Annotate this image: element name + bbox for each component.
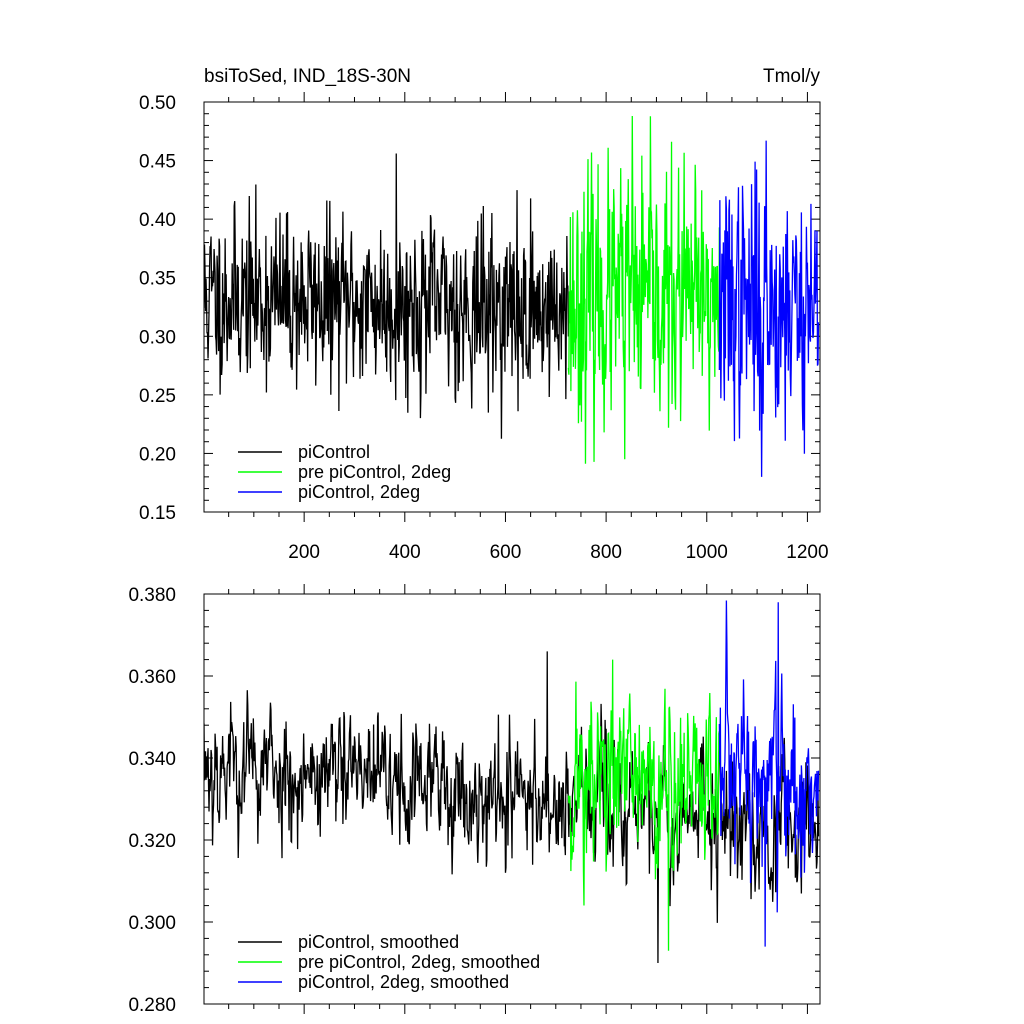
legend-label: piControl, 2deg xyxy=(298,482,420,502)
series-line xyxy=(204,153,570,439)
y-tick-label: 0.35 xyxy=(139,269,176,290)
y-tick-label: 0.320 xyxy=(128,831,176,852)
x-tick-label: 1000 xyxy=(686,542,728,563)
y-tick-label: 0.15 xyxy=(139,503,176,524)
y-tick-label: 0.25 xyxy=(139,386,176,407)
legend-label: piControl, smoothed xyxy=(298,932,459,952)
series-line xyxy=(204,651,820,964)
series-line xyxy=(567,659,720,951)
x-tick-label: 200 xyxy=(288,542,320,563)
y-tick-label: 0.30 xyxy=(139,327,176,348)
legend-label: piControl, 2deg, smoothed xyxy=(298,972,509,992)
series-line xyxy=(718,600,820,947)
y-tick-label: 0.300 xyxy=(128,913,176,934)
series-line xyxy=(718,140,820,477)
y-tick-label: 0.340 xyxy=(128,749,176,770)
legend-label: pre piControl, 2deg xyxy=(298,462,451,482)
y-tick-label: 0.50 xyxy=(139,93,176,114)
y-tick-label: 0.40 xyxy=(139,210,176,231)
chart-title: bsiToSed, IND_18S-30N xyxy=(204,66,411,87)
legend-label: piControl xyxy=(298,442,370,462)
series-line xyxy=(567,116,720,464)
x-tick-label: 1200 xyxy=(786,542,828,563)
y-tick-label: 0.380 xyxy=(128,585,176,606)
top-panel: 0.15 0.20 0.25 0.30 0.35 0.40 0.45 0.50 200 400 60… xyxy=(139,92,829,563)
x-tick-label: 400 xyxy=(389,542,421,563)
y-tick-label: 0.360 xyxy=(128,667,176,688)
y-tick-label: 0.20 xyxy=(139,444,176,465)
y-tick-label: 0.45 xyxy=(139,152,176,173)
bottom-panel: 0.280 0.300 0.320 0.340 0.360 0.380 piControl,… xyxy=(128,584,821,1016)
x-tick-label: 600 xyxy=(490,542,522,563)
plot-frame xyxy=(203,593,821,1005)
y-tick-label: 0.280 xyxy=(128,995,176,1016)
x-tick-label: 800 xyxy=(590,542,622,563)
legend-label: pre piControl, 2deg, smoothed xyxy=(298,952,540,972)
units-label: Tmol/y xyxy=(763,66,821,87)
